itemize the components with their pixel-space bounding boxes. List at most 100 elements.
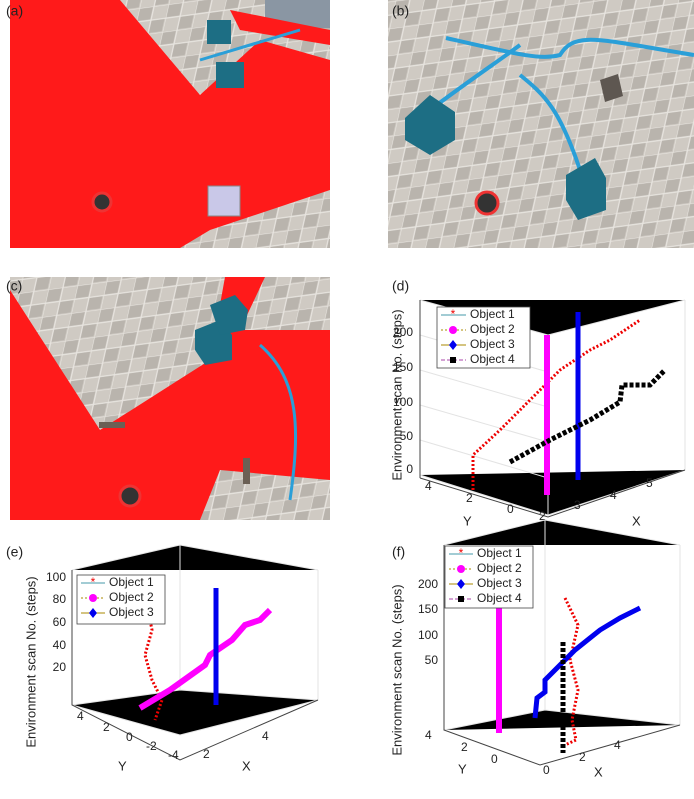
- panel-d: Environment scan No. (steps) 0 50 100 15…: [389, 278, 686, 528]
- legend-marker: [89, 608, 97, 618]
- z-tick: 20: [53, 660, 67, 674]
- x-tick: 4: [262, 729, 269, 743]
- axes: [443, 545, 681, 766]
- series-line: [563, 597, 580, 747]
- legend-label: Object 4: [477, 591, 522, 605]
- panel-label: (d): [392, 278, 409, 294]
- legend-label: Object 3: [470, 337, 515, 351]
- series-line: [532, 605, 642, 719]
- z-tick: 100: [46, 570, 66, 584]
- legend-marker: [89, 594, 97, 602]
- object: [207, 20, 231, 44]
- series-line: [471, 318, 641, 490]
- axes: [71, 570, 319, 761]
- x-tick: 2: [579, 750, 586, 764]
- legend-label: Object 3: [109, 605, 154, 619]
- legend-marker: [449, 340, 457, 350]
- z-tick: 150: [393, 360, 413, 374]
- z-tick: 200: [418, 577, 438, 591]
- grid: [71, 544, 319, 736]
- robot: [118, 484, 142, 508]
- panel-f: Environment scan No. (steps) 50 100 150 …: [389, 519, 681, 779]
- z-label: Environment scan No. (steps): [389, 309, 404, 480]
- y-tick: 2: [461, 740, 468, 754]
- z-tick: 100: [393, 395, 413, 409]
- object: [566, 158, 606, 220]
- legend-marker: *: [91, 575, 96, 589]
- y-tick: 2: [103, 720, 110, 734]
- legend-marker: [450, 357, 456, 363]
- x-label: X: [632, 513, 641, 528]
- legend-label: Object 2: [470, 322, 515, 336]
- x-tick: 2: [539, 509, 546, 523]
- y-tick: 0: [126, 730, 133, 744]
- legend-marker: [457, 565, 465, 573]
- y-tick: 4: [77, 709, 84, 723]
- object: [243, 458, 250, 484]
- path: [199, 28, 301, 62]
- panel-label: (c): [6, 278, 22, 294]
- path: [445, 36, 694, 59]
- object: [99, 422, 125, 428]
- x-label: X: [594, 764, 603, 779]
- legend-marker: [449, 326, 457, 334]
- legend-label: Object 1: [109, 575, 154, 589]
- axes: [419, 300, 686, 518]
- robot: [474, 190, 500, 216]
- legend-label: Object 1: [470, 307, 515, 321]
- legend-label: Object 1: [477, 546, 522, 560]
- object: [207, 185, 241, 217]
- series-line: [143, 604, 164, 721]
- legend-marker: *: [451, 307, 456, 321]
- x-tick: 4: [610, 488, 617, 502]
- y-tick: 0: [491, 752, 498, 766]
- y-tick: 4: [425, 479, 432, 493]
- legend-entries: * Object 1 Object 2 Object 3 Object 4: [449, 546, 522, 605]
- y-tick: -4: [168, 748, 179, 762]
- x-tick: 2: [203, 747, 210, 761]
- legend-entries: * Object 1 Object 2 Object 3: [81, 575, 154, 619]
- legend-marker: [458, 596, 464, 602]
- y-tick: 0: [507, 502, 514, 516]
- z-tick: 80: [53, 592, 67, 606]
- x-tick: 3: [574, 498, 581, 512]
- panel-label: (b): [392, 3, 409, 19]
- z-tick: 0: [406, 462, 413, 476]
- y-tick: 2: [466, 491, 473, 505]
- robot: [91, 191, 113, 213]
- panel-label: (a): [6, 3, 23, 19]
- x-tick: 4: [614, 738, 621, 752]
- object: [216, 62, 244, 88]
- panel-b: (b): [388, 0, 694, 248]
- object: [210, 295, 248, 335]
- legend-entries: * Object 1 Object 2 Object 3 Object 4: [441, 307, 515, 366]
- y-tick: -2: [146, 739, 157, 753]
- y-label: Y: [463, 513, 472, 528]
- legend-label: Object 2: [109, 590, 154, 604]
- legend-marker: [457, 579, 465, 589]
- series-line: [508, 368, 667, 465]
- legend-label: Object 2: [477, 561, 522, 575]
- panel-a: (a): [6, 0, 330, 248]
- path: [259, 343, 298, 501]
- z-tick: 50: [425, 653, 439, 667]
- z-tick: 50: [400, 429, 414, 443]
- panel-label: (e): [6, 544, 23, 560]
- series-line: [138, 607, 273, 711]
- z-label: Environment scan No. (steps): [23, 576, 38, 747]
- legend-label: Object 4: [470, 352, 515, 366]
- panel-label: (f): [392, 544, 405, 560]
- panel-c: (c): [6, 277, 330, 520]
- y-label: Y: [458, 761, 467, 776]
- path: [428, 43, 582, 171]
- panel-e: Environment scan No. (steps) 100 80 60 4…: [6, 544, 319, 773]
- x-tick: 5: [646, 476, 653, 490]
- z-tick: 60: [53, 615, 67, 629]
- legend-label: Object 3: [477, 576, 522, 590]
- y-tick: 4: [425, 728, 432, 742]
- z-tick: 40: [53, 638, 67, 652]
- z-tick: 150: [418, 602, 438, 616]
- z-label: Environment scan No. (steps): [389, 584, 404, 755]
- object: [405, 95, 455, 155]
